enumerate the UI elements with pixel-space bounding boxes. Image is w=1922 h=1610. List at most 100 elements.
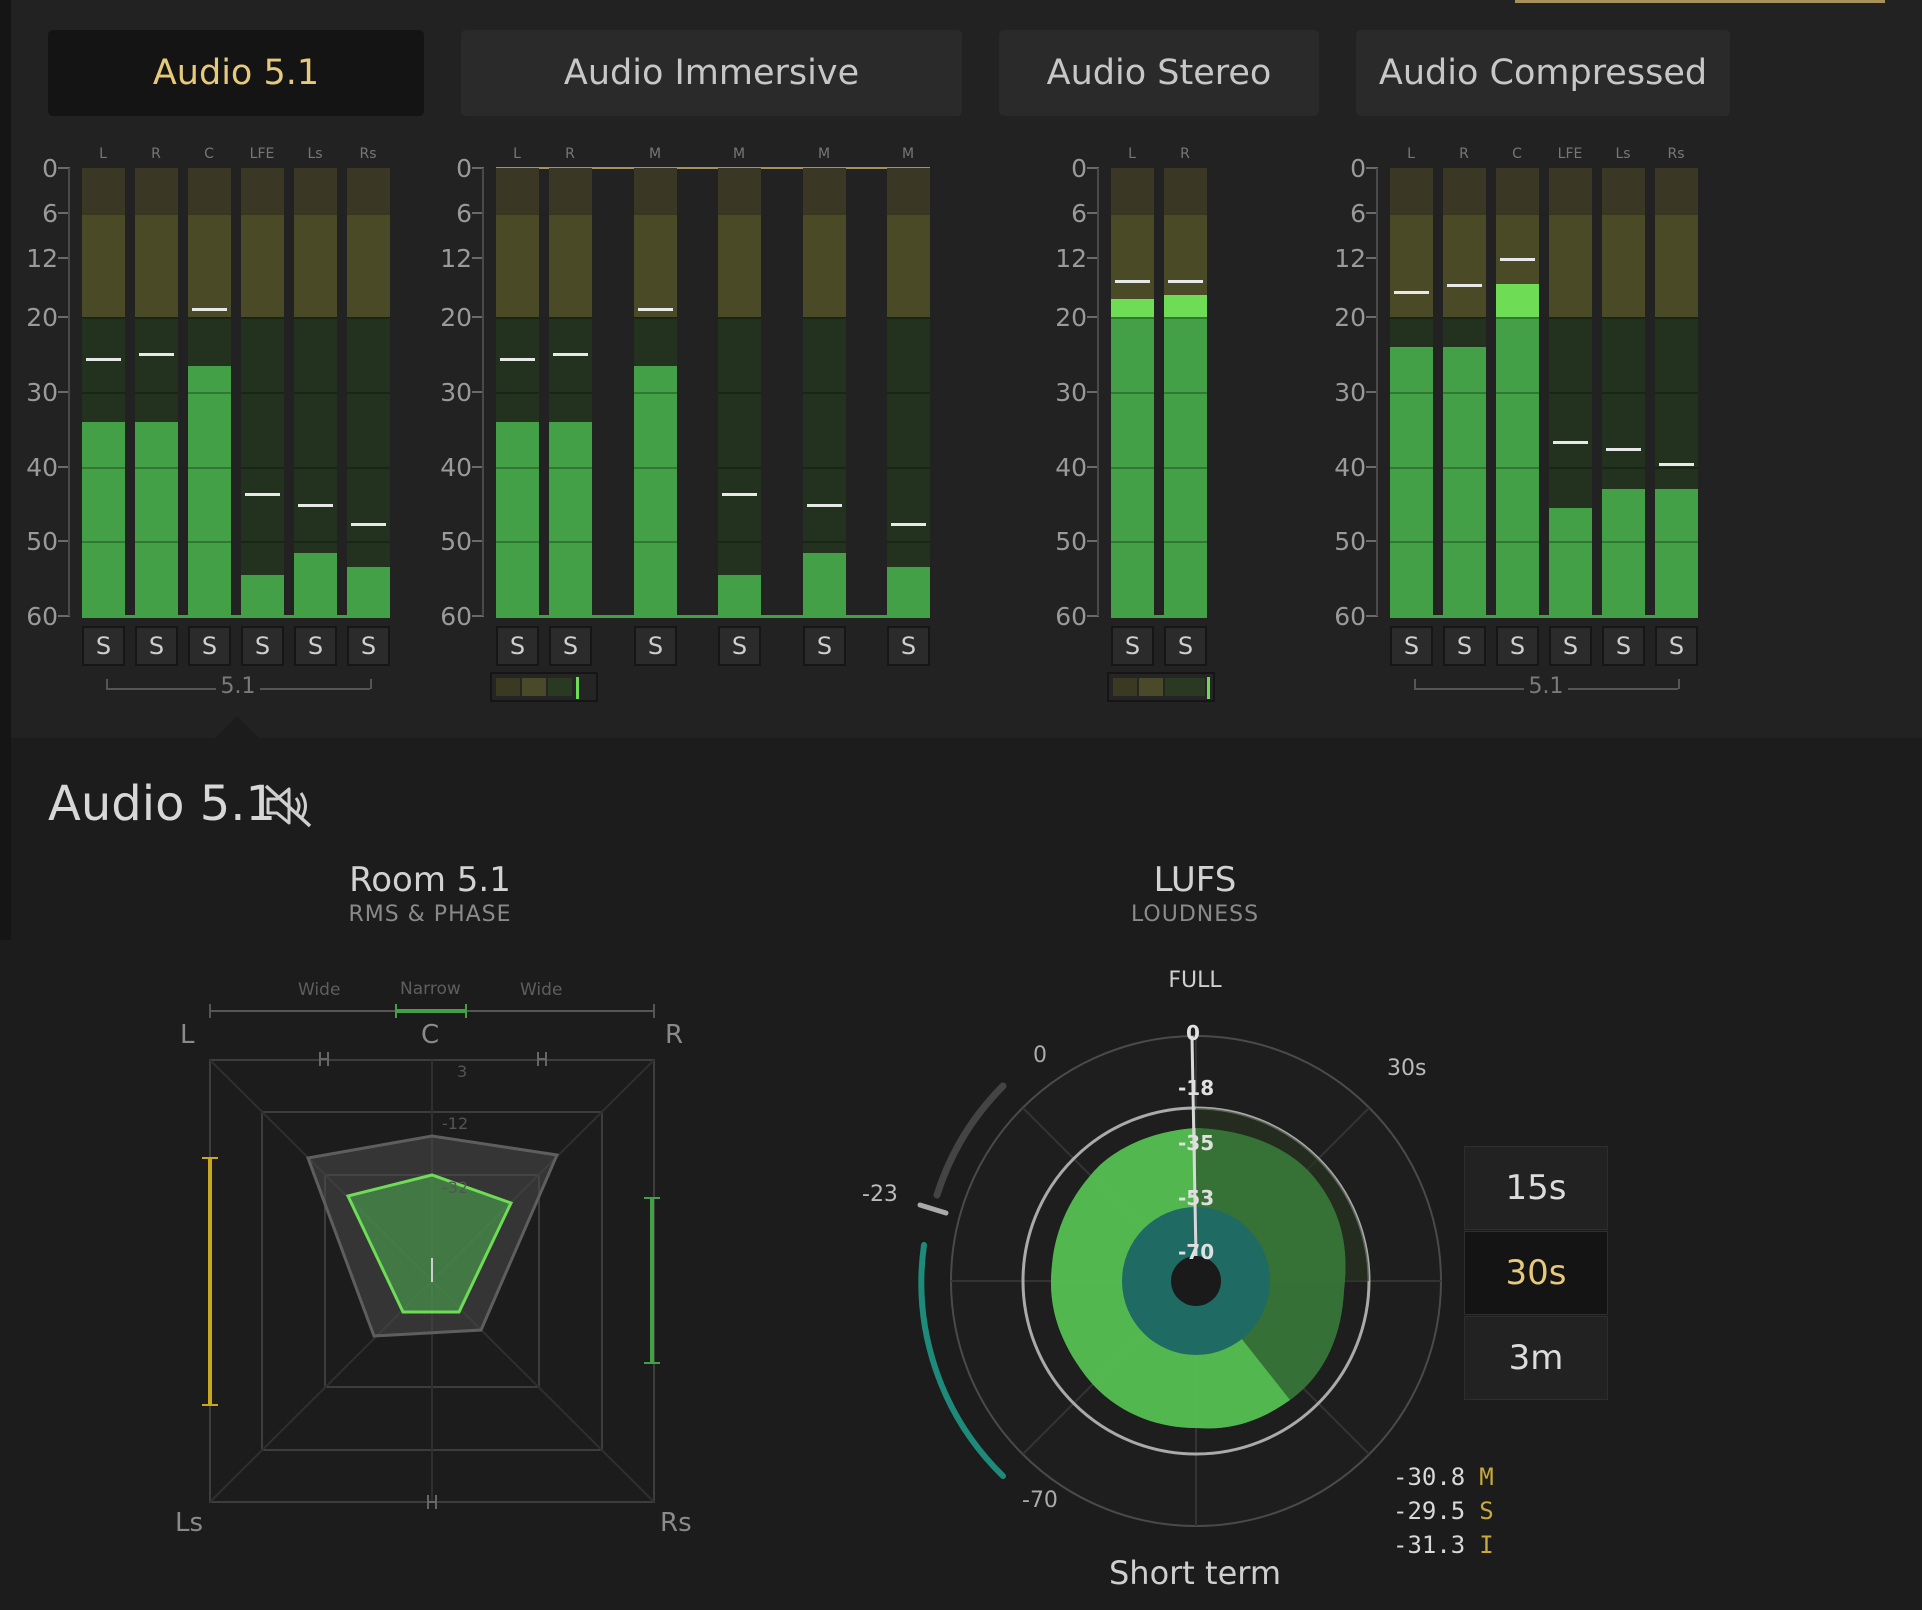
solo-button[interactable]: S	[82, 626, 125, 666]
tab-audio-5-1[interactable]: Audio 5.1	[48, 30, 424, 116]
width-label-left: Wide	[298, 980, 341, 1000]
scale-tick	[58, 615, 70, 617]
meter-gridline	[803, 541, 846, 544]
dial-label-target: -23	[862, 1182, 898, 1207]
scale-tick	[1366, 211, 1378, 214]
solo-button[interactable]: S	[634, 626, 677, 666]
meter-gridline	[241, 466, 284, 469]
meter-zone	[1443, 212, 1486, 318]
meter-zone	[1655, 212, 1698, 318]
ring-label-0: 0	[1186, 1021, 1200, 1045]
channel-label: Rs	[1667, 146, 1685, 162]
solo-button[interactable]: S	[1655, 626, 1698, 666]
time-window-30s[interactable]: 30s	[1464, 1231, 1608, 1315]
meter-gridline	[1655, 212, 1698, 215]
meter-zone	[294, 168, 337, 213]
meter-gridline	[1602, 541, 1645, 544]
meter-gridline	[1443, 317, 1486, 320]
meter-zone	[496, 212, 539, 318]
solo-button[interactable]: S	[718, 626, 761, 666]
ring-label: -32	[442, 1178, 469, 1197]
meter-level-fill	[1602, 489, 1645, 616]
channel-meter	[294, 168, 337, 616]
meter-zone	[887, 317, 930, 616]
group-label: 5.1	[1528, 674, 1564, 699]
ring-label-53: -53	[1178, 1186, 1215, 1210]
channel-meter	[1111, 168, 1154, 616]
solo-button[interactable]: S	[887, 626, 930, 666]
meter-gridline	[718, 392, 761, 394]
channel-meter	[347, 168, 390, 616]
meter-level-fill	[82, 421, 125, 616]
meter-gridline	[1164, 541, 1207, 544]
meter-baseline	[496, 615, 930, 618]
speaker-muted-icon[interactable]	[262, 782, 314, 830]
solo-button[interactable]: S	[1390, 626, 1433, 666]
meter-zone	[347, 212, 390, 318]
meter-level-fill	[1390, 347, 1433, 616]
tab-audio-stereo[interactable]: Audio Stereo	[999, 30, 1319, 116]
scale-tick	[1366, 167, 1378, 169]
peak-hold-marker	[351, 522, 386, 526]
channel-meter	[1496, 168, 1539, 616]
meter-zone	[803, 212, 846, 318]
lufs-footer: Short term	[1108, 1554, 1282, 1592]
tab-audio-compressed[interactable]: Audio Compressed	[1356, 30, 1730, 116]
meter-gridline	[634, 541, 677, 544]
meter-gridline	[294, 317, 337, 320]
peak-hold-marker	[86, 358, 121, 362]
meter-gridline	[634, 466, 677, 469]
solo-button[interactable]: S	[241, 626, 284, 666]
meter-gridline	[496, 541, 539, 544]
solo-button[interactable]: S	[803, 626, 846, 666]
meter-gridline	[1443, 212, 1486, 215]
channel-label: C	[1512, 146, 1522, 162]
meter-level-fill	[294, 552, 337, 616]
meter-gridline	[1390, 317, 1433, 320]
channel-meter	[188, 168, 231, 616]
solo-button[interactable]: S	[188, 626, 231, 666]
solo-button[interactable]: S	[1496, 626, 1539, 666]
meter-gridline	[887, 541, 930, 544]
dial-label-floor: -70	[1022, 1488, 1058, 1513]
speaker-label-rs: Rs	[660, 1508, 692, 1538]
scale-tick	[58, 256, 70, 259]
readout-value: -31.3	[1393, 1531, 1466, 1559]
meter-level-fill	[1164, 294, 1207, 616]
tab-audio-immersive[interactable]: Audio Immersive	[461, 30, 962, 116]
group-bracket	[106, 688, 216, 690]
channel-meter	[1164, 168, 1207, 616]
meter-gridline	[241, 392, 284, 394]
meter-gridline	[1549, 466, 1592, 469]
meter-gridline	[1496, 392, 1539, 394]
solo-button[interactable]: S	[1602, 626, 1645, 666]
solo-button[interactable]: S	[549, 626, 592, 666]
readout-momentary: -30.8 M	[1393, 1463, 1494, 1491]
meter-gridline	[718, 212, 761, 215]
time-window-3m[interactable]: 3m	[1464, 1316, 1608, 1400]
group-bracket	[1568, 688, 1678, 690]
scale-axis	[482, 168, 484, 616]
meter-gridline	[294, 212, 337, 215]
solo-button[interactable]: S	[294, 626, 337, 666]
speaker-label-c: C	[421, 1020, 440, 1050]
solo-button[interactable]: S	[347, 626, 390, 666]
scale-tick	[472, 211, 484, 214]
solo-button[interactable]: S	[135, 626, 178, 666]
solo-button[interactable]: S	[496, 626, 539, 666]
meter-level-fill	[1496, 283, 1539, 616]
meter-gridline	[1602, 212, 1645, 215]
meter-gridline	[1496, 466, 1539, 469]
time-window-15s[interactable]: 15s	[1464, 1146, 1608, 1230]
peak-hold-marker	[1659, 462, 1694, 466]
mini-level-indicator	[490, 672, 598, 702]
solo-button[interactable]: S	[1164, 626, 1207, 666]
meter-zone	[1390, 212, 1433, 318]
meter-gridline	[549, 212, 592, 215]
scale-tick	[472, 615, 484, 617]
solo-button[interactable]: S	[1549, 626, 1592, 666]
scale-tick	[58, 391, 70, 393]
solo-button[interactable]: S	[1111, 626, 1154, 666]
solo-button[interactable]: S	[1443, 626, 1486, 666]
meter-gridline	[347, 392, 390, 394]
